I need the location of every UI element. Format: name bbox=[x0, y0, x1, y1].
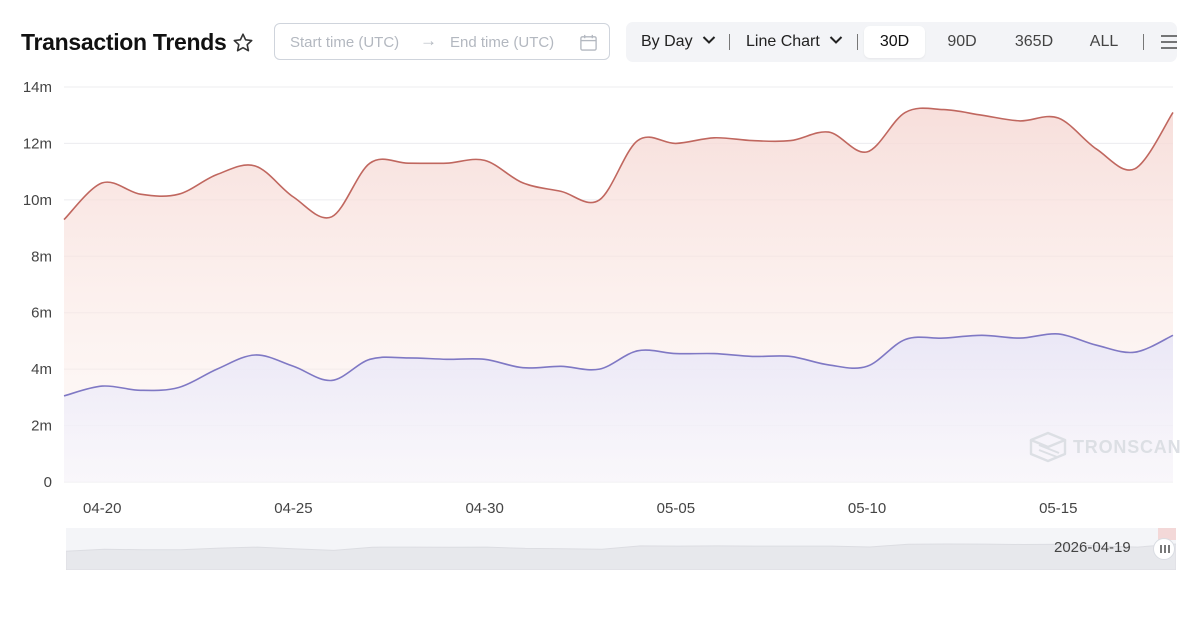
line-layer bbox=[63, 107, 1174, 397]
y-axis-ticks: 0 2m 4m 6m 8m 10m 12m 14m bbox=[23, 79, 52, 491]
chevron-down-icon bbox=[829, 36, 843, 44]
x-tick-label: 04-20 bbox=[83, 500, 121, 517]
y-tick-label: 6m bbox=[31, 305, 52, 322]
x-tick-label: 05-15 bbox=[1039, 500, 1077, 517]
navigator-date-label: 2026-04-19 bbox=[1054, 539, 1131, 556]
navigator-sparkline bbox=[65, 543, 1177, 571]
chart-toolbar: By Day Line Chart 30D 90D 365D ALL bbox=[626, 22, 1177, 62]
toolbar-divider bbox=[729, 34, 730, 50]
chevron-down-icon bbox=[702, 36, 715, 44]
y-tick-label: 0 bbox=[44, 474, 52, 491]
start-time-input[interactable]: Start time (UTC) bbox=[290, 34, 400, 51]
y-tick-label: 10m bbox=[23, 192, 52, 209]
x-tick-label: 05-10 bbox=[848, 500, 886, 517]
series-line-1 bbox=[63, 332, 1174, 397]
tronscan-logo-icon bbox=[1029, 431, 1067, 463]
navigator-series bbox=[65, 543, 1177, 571]
range-tab-30d[interactable]: 30D bbox=[864, 26, 925, 58]
watermark-text: TRONSCAN bbox=[1073, 437, 1182, 457]
toolbar-divider bbox=[857, 34, 858, 50]
y-tick-label: 4m bbox=[31, 361, 52, 378]
granularity-label: By Day bbox=[641, 33, 693, 50]
x-tick-label: 05-05 bbox=[657, 500, 695, 517]
x-tick-label: 04-30 bbox=[465, 500, 503, 517]
y-tick-label: 8m bbox=[31, 248, 52, 265]
chart-header: Transaction Trends Start time (UTC) → En… bbox=[0, 0, 1199, 84]
y-tick-label: 2m bbox=[31, 418, 52, 435]
calendar-icon[interactable] bbox=[579, 33, 598, 52]
chart-type-dropdown[interactable]: Line Chart bbox=[746, 33, 843, 51]
y-tick-label: 14m bbox=[23, 79, 52, 96]
toolbar-divider bbox=[1143, 34, 1144, 50]
page-title: Transaction Trends bbox=[21, 29, 227, 55]
y-tick-label: 12m bbox=[23, 135, 52, 152]
navigator-drag-handle[interactable] bbox=[1153, 538, 1175, 560]
x-tick-label: 04-25 bbox=[274, 500, 312, 517]
granularity-dropdown[interactable]: By Day bbox=[641, 33, 716, 51]
range-tab-365d[interactable]: 365D bbox=[1014, 33, 1054, 50]
range-navigator[interactable] bbox=[65, 528, 1177, 571]
end-time-input[interactable]: End time (UTC) bbox=[450, 34, 555, 51]
range-tab-90d[interactable]: 90D bbox=[947, 33, 977, 50]
tronscan-watermark: TRONSCAN bbox=[1027, 430, 1197, 464]
star-outline-icon[interactable] bbox=[231, 31, 255, 55]
series-line-0 bbox=[63, 107, 1174, 221]
date-range-picker[interactable]: Start time (UTC) → End time (UTC) bbox=[274, 23, 610, 60]
range-tab-all[interactable]: ALL bbox=[1089, 33, 1119, 50]
chart-type-label: Line Chart bbox=[746, 33, 820, 50]
arrow-right-icon: → bbox=[420, 31, 437, 50]
hamburger-menu-icon[interactable] bbox=[1160, 33, 1178, 51]
area-layer bbox=[64, 108, 1173, 482]
x-axis-ticks: 04-20 04-25 04-30 05-05 05-10 05-15 bbox=[83, 500, 1077, 517]
series-area-1 bbox=[64, 333, 1173, 482]
navigator-selection-edge bbox=[1158, 528, 1176, 540]
